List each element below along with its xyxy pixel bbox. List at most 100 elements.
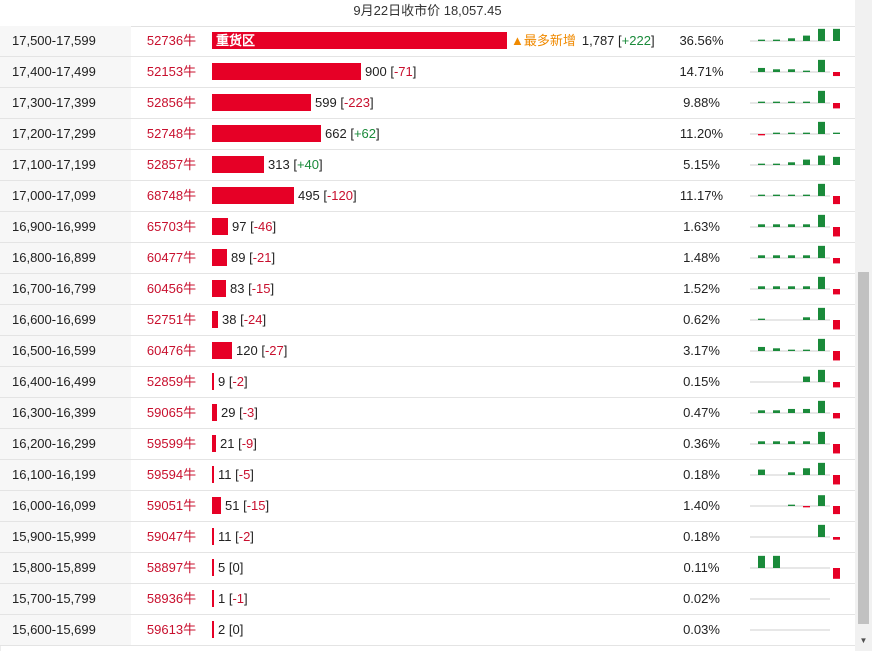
outstanding-value: 599 [-223]: [315, 95, 374, 110]
table-row[interactable]: 16,700-16,799 60456牛 83 [-15] 1.52%: [0, 274, 855, 305]
table-row[interactable]: 16,400-16,499 52859牛 9 [-2] 0.15%: [0, 367, 855, 398]
table-row[interactable]: 15,900-15,999 59047牛 11 [-2] 0.18%: [0, 522, 855, 553]
value-number: 11: [218, 467, 236, 482]
table-row[interactable]: 17,200-17,299 52748牛 662 [+62] 11.20%: [0, 119, 855, 150]
strike-link[interactable]: 60477牛: [146, 250, 197, 265]
strike-range: 16,300-16,399: [0, 398, 131, 428]
strike-link[interactable]: 59047牛: [146, 529, 197, 544]
table-row[interactable]: 16,500-16,599 60476牛 120 [-27] 3.17%: [0, 336, 855, 367]
sparkline-svg: [750, 462, 840, 485]
sparkline-bar: [833, 227, 840, 237]
outstanding-bar-cell: 5 [0]: [212, 553, 657, 583]
outstanding-value: 29 [-3]: [221, 405, 258, 420]
percent-value: 0.02%: [683, 591, 720, 606]
sparkline-chart: [746, 243, 855, 273]
outstanding-bar: [212, 559, 214, 576]
strike-link[interactable]: 52856牛: [146, 95, 197, 110]
strike-link[interactable]: 59599牛: [146, 436, 197, 451]
table-row[interactable]: 16,100-16,199 59594牛 11 [-5] 0.18%: [0, 460, 855, 491]
strike-link[interactable]: 52859牛: [146, 374, 197, 389]
table-row[interactable]: 17,300-17,399 52856牛 599 [-223] 9.88%: [0, 88, 855, 119]
strike-link[interactable]: 59613牛: [146, 622, 197, 637]
table-row[interactable]: 16,200-16,299 59599牛 21 [-9] 0.36%: [0, 429, 855, 460]
outstanding-bar-cell: 51 [-15]: [212, 491, 657, 521]
scrollbar-thumb[interactable]: [858, 272, 869, 624]
strike-range: 16,400-16,499: [0, 367, 131, 397]
sparkline-bar: [818, 431, 825, 444]
sparkline-bar: [773, 348, 780, 351]
chevron-down-icon[interactable]: ▼: [859, 636, 868, 645]
outstanding-bar-cell: 9 [-2]: [212, 367, 657, 397]
table-row[interactable]: 17,500-17,599 52736牛 重货区 ▲最多新增 1,787 [+222] 3…: [0, 26, 855, 57]
table-row[interactable]: 16,900-16,999 65703牛 97 [-46] 1.63%: [0, 212, 855, 243]
table-row[interactable]: 15,600-15,699 59613牛 2 [0] 0.03%: [0, 615, 855, 646]
sparkline-chart: [746, 522, 855, 552]
strike-link[interactable]: 59065牛: [146, 405, 197, 420]
percent-value: 14.71%: [679, 64, 724, 79]
sparkline-bar: [818, 400, 825, 413]
sparkline-chart: [746, 491, 855, 521]
sparkline-chart: [746, 398, 855, 428]
sparkline-bar: [758, 318, 765, 320]
strike-link[interactable]: 52748牛: [146, 126, 197, 141]
outstanding-value: 83 [-15]: [230, 281, 275, 296]
sparkline-svg: [750, 155, 840, 166]
outstanding-bar: [212, 590, 214, 607]
table-row[interactable]: 16,800-16,899 60477牛 89 [-21] 1.48%: [0, 243, 855, 274]
table-row[interactable]: 16,000-16,099 59051牛 51 [-15] 1.40%: [0, 491, 855, 522]
strike-link[interactable]: 68748牛: [146, 188, 197, 203]
table-row[interactable]: 17,400-17,499 52153牛 900 [-71] 14.71%: [0, 57, 855, 88]
percent-value: 36.56%: [679, 33, 724, 48]
strike-link[interactable]: 52751牛: [146, 312, 197, 327]
strike-link[interactable]: 59594牛: [146, 467, 197, 482]
sparkline-chart: [746, 305, 855, 335]
table-row[interactable]: 17,000-17,099 68748牛 495 [-120] 11.17%: [0, 181, 855, 212]
sparkline-bar: [803, 159, 810, 165]
outstanding-value: ▲最多新增 1,787 [+222]: [511, 33, 655, 48]
sparkline-chart: [746, 584, 855, 614]
strike-link[interactable]: 59051牛: [146, 498, 197, 513]
outstanding-value: 495 [-120]: [298, 188, 357, 203]
sparkline-bar: [803, 468, 810, 475]
sparkline-bar: [818, 338, 825, 351]
value-number: 89: [231, 250, 250, 265]
table-row[interactable]: 15,800-15,899 58897牛 5 [0] 0.11%: [0, 553, 855, 584]
sparkline-bar: [758, 255, 765, 258]
percent-value: 9.88%: [683, 95, 720, 110]
sparkline-bar: [788, 472, 795, 475]
percent-value: 11.17%: [679, 188, 724, 203]
sparkline-bar: [758, 469, 765, 475]
strike-link[interactable]: 58936牛: [146, 591, 197, 606]
sparkline-bar: [833, 475, 840, 485]
sparkline-bar: [788, 224, 795, 227]
strike-range: 17,000-17,099: [0, 181, 131, 211]
table-row[interactable]: 17,100-17,199 52857牛 313 [+40] 5.15%: [0, 150, 855, 181]
strike-link[interactable]: 60456牛: [146, 281, 197, 296]
strike-link[interactable]: 60476牛: [146, 343, 197, 358]
sparkline-bar: [773, 163, 780, 165]
strike-link[interactable]: 52857牛: [146, 157, 197, 172]
table-row[interactable]: 16,300-16,399 59065牛 29 [-3] 0.47%: [0, 398, 855, 429]
outstanding-value: 120 [-27]: [236, 343, 288, 358]
outstanding-value: 313 [+40]: [268, 157, 323, 172]
change-value: -21: [252, 250, 272, 265]
sparkline-bar: [833, 382, 840, 388]
sparkline-bar: [788, 38, 795, 41]
strike-link[interactable]: 52736牛: [146, 33, 197, 48]
sparkline-bar: [833, 413, 840, 419]
percent-value: 0.18%: [683, 529, 720, 544]
percent-value: 0.47%: [683, 405, 720, 420]
strike-link[interactable]: 52153牛: [146, 64, 197, 79]
outstanding-value: 51 [-15]: [225, 498, 270, 513]
change-value: -24: [243, 312, 263, 327]
sparkline-bar: [788, 504, 795, 506]
sparkline-chart: [746, 119, 855, 149]
outstanding-bar-cell: 900 [-71]: [212, 57, 657, 87]
sparkline-chart: [746, 429, 855, 459]
strike-link[interactable]: 65703牛: [146, 219, 197, 234]
strike-link[interactable]: 58897牛: [146, 560, 197, 575]
table-row[interactable]: 15,700-15,799 58936牛 1 [-1] 0.02%: [0, 584, 855, 615]
sparkline-bar: [803, 255, 810, 258]
table-row[interactable]: 16,600-16,699 52751牛 38 [-24] 0.62%: [0, 305, 855, 336]
outstanding-bar: [212, 435, 216, 452]
